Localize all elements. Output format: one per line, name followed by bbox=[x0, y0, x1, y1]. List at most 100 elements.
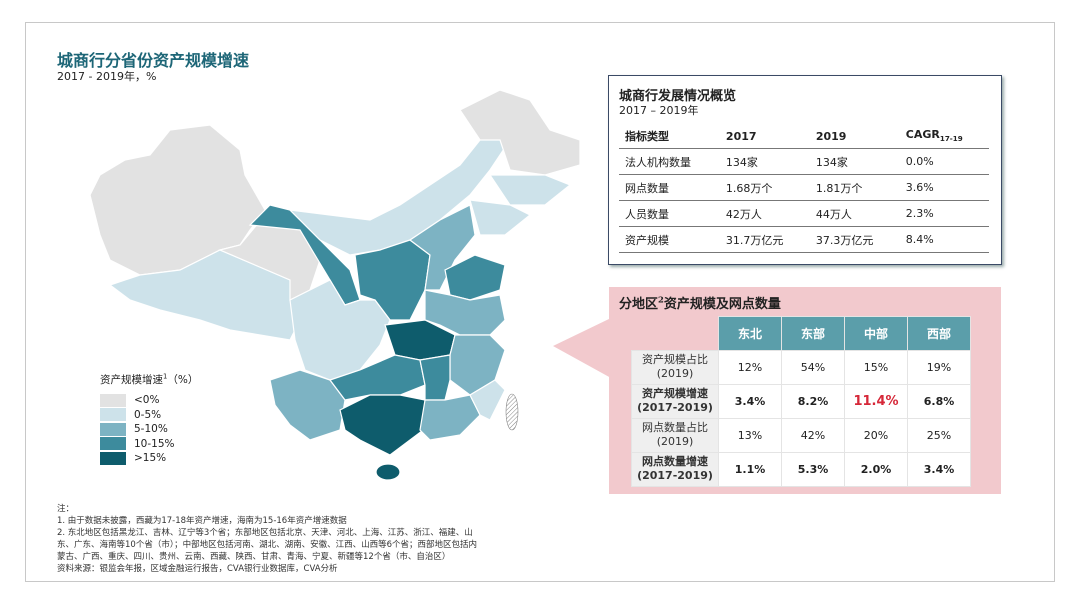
table-row: 网点数量增速 (2017-2019) 1.1% 5.3% 2.0% 3.4% bbox=[631, 451, 971, 487]
legend-swatch bbox=[100, 437, 126, 451]
table-cell: 6.8% bbox=[907, 383, 971, 419]
table-row: 法人机构数量 134家 134家 0.0% bbox=[619, 148, 989, 175]
header-row: 指标类型 2017 2019 CAGR17-19 bbox=[619, 124, 989, 149]
table-cell: 19% bbox=[907, 349, 971, 385]
note-line: 资料来源：银监会年报，区域金融运行报告，CVA银行业数据库，CVA分析 bbox=[57, 564, 338, 574]
legend: 资产规模增速1（%） <0% 0-5% 5-10% 10-15% >15% bbox=[100, 372, 198, 466]
header-sub: 17-19 bbox=[939, 134, 963, 144]
table-cell: 1.68万个 bbox=[719, 174, 810, 201]
row-label-line: (2017-2019) bbox=[637, 401, 713, 414]
table-cell: 13% bbox=[718, 417, 782, 453]
legend-label: <0% bbox=[134, 394, 160, 407]
table-row: 网点数量 1.68万个 1.81万个 3.6% bbox=[619, 174, 989, 201]
table-cell: 8.4% bbox=[899, 226, 989, 253]
legend-item: <0% bbox=[100, 393, 198, 408]
table-cell: 3.4% bbox=[718, 383, 782, 419]
table-cell: 3.4% bbox=[907, 451, 971, 487]
region bbox=[289, 279, 391, 381]
note-lines: 1. 由于数据未披露，西藏为17-18年资产增速，海南为15-16年资产增速数据… bbox=[57, 515, 477, 575]
regional-title-post: 资产规模及网点数量 bbox=[663, 297, 781, 312]
regional-box: 分地区2资产规模及网点数量 东北 东部 中部 西部 资产规模占比 (2019) 12% 54%… bbox=[609, 287, 1001, 494]
region bbox=[469, 379, 506, 421]
table-cell: 5.3% bbox=[781, 451, 845, 487]
region bbox=[288, 124, 511, 256]
table-cell: 31.7万亿元 bbox=[719, 226, 810, 253]
legend-item: 10-15% bbox=[100, 437, 198, 452]
legend-item: 5-10% bbox=[100, 422, 198, 437]
legend-title-text: 资产规模增速 bbox=[100, 374, 163, 386]
table-cell: 法人机构数量 bbox=[619, 148, 720, 175]
legend-label: 10-15% bbox=[134, 437, 175, 450]
table-cell: 15% bbox=[844, 349, 908, 385]
table-cell: 37.3万亿元 bbox=[809, 226, 900, 253]
title: 城商行分省份资产规模增速 bbox=[57, 51, 250, 70]
legend-title-unit: （%） bbox=[167, 374, 199, 386]
regional-title-sup: 2 bbox=[658, 294, 664, 305]
table-cell: 1.1% bbox=[718, 451, 782, 487]
region bbox=[459, 90, 581, 176]
region bbox=[269, 369, 346, 441]
header-cell: 2017 bbox=[719, 124, 810, 149]
row-label: 网点数量增速 (2017-2019) bbox=[631, 451, 719, 487]
legend-swatch bbox=[100, 393, 126, 407]
overview-subtitle: 2017 – 2019年 bbox=[619, 104, 699, 117]
legend-label: 5-10% bbox=[134, 423, 168, 436]
overview-box: 城商行发展情况概览 2017 – 2019年 指标类型 2017 2019 CAGR1… bbox=[608, 75, 1002, 265]
row-label-line: 资产规模增速 bbox=[642, 387, 708, 400]
table-row: 人员数量 42万人 44万人 2.3% bbox=[619, 200, 989, 227]
table-row: 资产规模占比 (2019) 12% 54% 15% 19% bbox=[631, 349, 971, 385]
row-label-line: 网点数量占比 bbox=[642, 421, 708, 434]
header-text: 指标类型 bbox=[625, 130, 669, 143]
row-label-line: (2019) bbox=[656, 435, 694, 448]
legend-label: 0-5% bbox=[134, 408, 162, 421]
region-header: 中部 bbox=[844, 316, 908, 351]
table-cell: 11.4% bbox=[844, 383, 908, 419]
table-cell: 2.0% bbox=[844, 451, 908, 487]
callout-arrow bbox=[553, 318, 611, 378]
overview-table: 指标类型 2017 2019 CAGR17-19 法人机构数量 134家 134家 0.0% 网… bbox=[619, 124, 989, 253]
taiwan bbox=[505, 393, 519, 431]
region bbox=[354, 239, 431, 321]
row-label-line: (2017-2019) bbox=[637, 469, 713, 482]
table-cell: 8.2% bbox=[781, 383, 845, 419]
legend-item: 0-5% bbox=[100, 408, 198, 423]
legend-items: <0% 0-5% 5-10% 10-15% >15% bbox=[100, 393, 198, 466]
table-cell: 12% bbox=[718, 349, 782, 385]
legend-swatch bbox=[100, 451, 126, 465]
note-line: 2. 东北地区包括黑龙江、吉林、辽宁等3个省；东部地区包括北京、天津、河北、上海… bbox=[57, 528, 473, 538]
note-line: 东、广东、海南等10个省（市）；中部地区包括河南、湖北、湖南、安徽、江西、山西等… bbox=[57, 540, 477, 550]
header-cell: 指标类型 bbox=[619, 124, 720, 149]
row-label-line: (2019) bbox=[656, 367, 694, 380]
overview-title: 城商行发展情况概览 bbox=[619, 89, 737, 104]
region bbox=[424, 289, 506, 336]
table-cell: 资产规模 bbox=[619, 226, 720, 253]
region-header: 东北 bbox=[718, 316, 782, 351]
note-line: 1. 由于数据未披露，西藏为17-18年资产增速，海南为15-16年资产增速数据 bbox=[57, 516, 347, 526]
table-cell: 0.0% bbox=[899, 148, 989, 175]
regional-title: 分地区2资产规模及网点数量 bbox=[619, 293, 781, 312]
legend-item: >15% bbox=[100, 451, 198, 466]
header-text: CAGR bbox=[905, 128, 940, 142]
table-cell: 54% bbox=[781, 349, 845, 385]
legend-swatch bbox=[100, 408, 126, 422]
table-cell: 人员数量 bbox=[619, 200, 720, 227]
region bbox=[488, 174, 572, 206]
table-cell: 1.81万个 bbox=[809, 174, 900, 201]
row-label: 资产规模增速 (2017-2019) bbox=[631, 383, 719, 419]
table-row: 资产规模 31.7万亿元 37.3万亿元 8.4% bbox=[619, 226, 989, 253]
table-cell: 134家 bbox=[809, 148, 900, 175]
notes: 注： 1. 由于数据未披露，西藏为17-18年资产增速，海南为15-16年资产增… bbox=[57, 503, 477, 575]
notes-heading: 注： bbox=[57, 504, 75, 514]
slide-frame bbox=[25, 22, 1055, 582]
table-cell: 42% bbox=[781, 417, 845, 453]
corner-cell bbox=[632, 317, 719, 351]
region bbox=[469, 199, 532, 236]
legend-title: 资产规模增速1（%） bbox=[100, 372, 198, 387]
legend-title-sup: 1 bbox=[163, 372, 168, 381]
table-cell: 25% bbox=[907, 417, 971, 453]
table-cell: 42万人 bbox=[719, 200, 810, 227]
header-cell: 2019 bbox=[809, 124, 900, 149]
legend-swatch bbox=[100, 422, 126, 436]
table-cell: 20% bbox=[844, 417, 908, 453]
